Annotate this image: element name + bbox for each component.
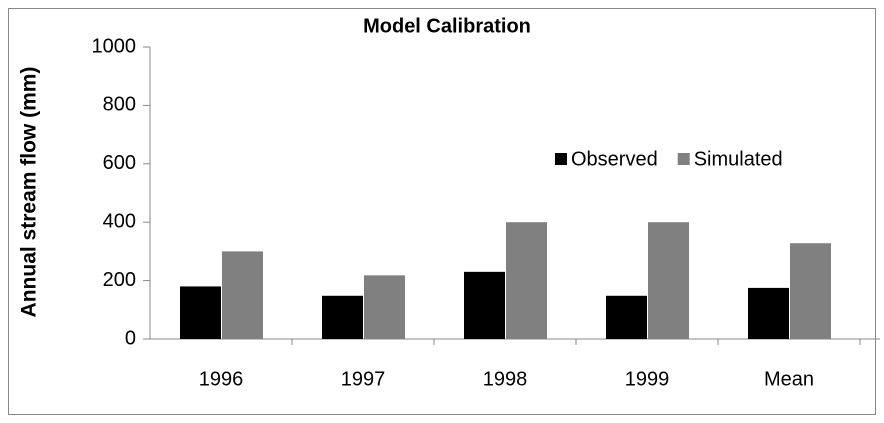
bar <box>322 295 363 339</box>
bar <box>464 271 505 339</box>
y-tick-label: 600 <box>103 152 136 174</box>
x-tick-label: 1997 <box>341 368 386 390</box>
bar <box>506 222 547 339</box>
y-tick-label: 200 <box>103 269 136 291</box>
bar <box>648 222 689 339</box>
bar <box>180 286 221 339</box>
bar <box>790 243 831 339</box>
legend-label: Observed <box>571 148 658 170</box>
chart-title: Model Calibration <box>363 15 531 37</box>
legend-label: Simulated <box>694 148 783 170</box>
bar <box>606 295 647 339</box>
legend-swatch <box>677 153 690 165</box>
x-tick-label: Mean <box>764 368 814 390</box>
y-tick-label: 1000 <box>92 35 137 57</box>
y-axis-label: Annual stream flow (mm) <box>18 67 41 318</box>
y-tick-label: 800 <box>103 94 136 116</box>
legend-swatch <box>555 153 567 165</box>
bar <box>748 287 789 339</box>
x-tick-label: 1996 <box>199 368 244 390</box>
x-tick-label: 1999 <box>625 368 670 390</box>
y-tick-label: 0 <box>125 327 136 349</box>
x-tick-label: 1998 <box>483 368 528 390</box>
y-tick-label: 400 <box>103 210 136 232</box>
bar <box>222 251 263 339</box>
bar <box>364 275 405 339</box>
chart-border <box>8 8 876 415</box>
